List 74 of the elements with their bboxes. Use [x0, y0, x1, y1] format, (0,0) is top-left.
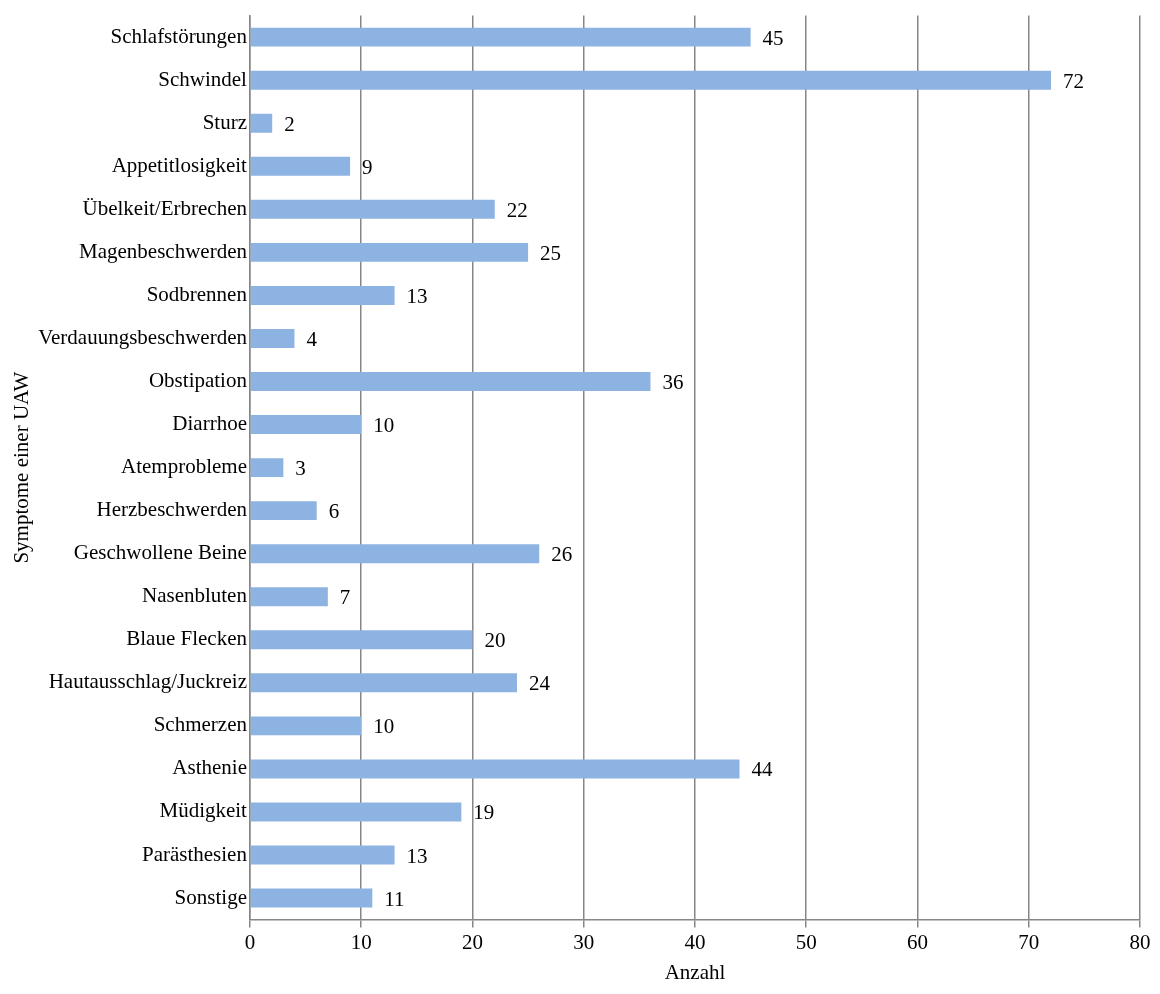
bar	[250, 156, 351, 176]
bar	[250, 415, 362, 435]
y-tick-label: Geschwollene Beine	[73, 540, 247, 565]
y-axis-title: Symptome einer UAW	[9, 371, 34, 564]
bar	[250, 372, 651, 391]
y-tick-label: Hautausschlag/Juckreiz	[48, 669, 247, 694]
x-tick-label: 50	[795, 929, 817, 954]
y-tick-label: Sonstige	[174, 884, 247, 909]
bar	[250, 716, 362, 736]
data-label: 22	[506, 197, 528, 222]
y-tick-label: Diarrhoe	[172, 411, 247, 436]
y-tick-label: Übelkeit/Erbrechen	[82, 195, 248, 220]
y-tick-label: Parästhesien	[141, 841, 248, 866]
y-tick-label: Obstipation	[148, 368, 248, 393]
data-label: 10	[373, 714, 395, 739]
bar	[250, 113, 273, 133]
bar	[250, 501, 317, 521]
data-label: 25	[540, 240, 562, 265]
data-label: 36	[662, 370, 684, 395]
data-label: 7	[339, 585, 351, 610]
data-label: 2	[284, 111, 295, 136]
x-tick-label: 10	[350, 929, 372, 954]
y-tick-label: Asthenie	[172, 755, 247, 780]
y-tick-label: Blaue Flecken	[126, 626, 248, 651]
data-label: 3	[295, 456, 306, 481]
y-tick-label: Herzbeschwerden	[96, 497, 248, 522]
bar	[250, 27, 751, 47]
x-tick-label: 20	[461, 929, 483, 954]
data-label: 24	[528, 671, 551, 696]
bar	[250, 630, 473, 650]
bar	[250, 802, 462, 822]
bar	[250, 544, 540, 564]
data-label: 13	[406, 283, 428, 308]
x-tick-label: 40	[684, 929, 706, 954]
y-tick-label: Nasenbluten	[141, 583, 248, 608]
y-tick-label: Atemprobleme	[120, 454, 247, 479]
bar	[250, 328, 295, 348]
bar	[250, 845, 395, 865]
x-tick-label: 80	[1129, 929, 1151, 954]
data-label: 10	[373, 413, 395, 438]
data-label: 20	[484, 628, 506, 653]
bar	[250, 199, 495, 219]
data-label: 45	[762, 25, 784, 50]
bar	[250, 759, 740, 779]
x-tick-label: 0	[244, 929, 256, 954]
y-tick-label: Sturz	[202, 109, 247, 134]
data-label: 11	[384, 886, 405, 911]
x-tick-label: 70	[1018, 929, 1040, 954]
data-label: 9	[362, 154, 373, 179]
x-tick-label: 30	[573, 929, 595, 954]
data-label: 6	[328, 499, 340, 524]
data-label: 72	[1063, 68, 1084, 93]
bar	[250, 673, 517, 693]
y-tick-label: Schlafstörungen	[110, 23, 248, 48]
bar	[250, 285, 395, 305]
bar	[250, 587, 328, 607]
bar	[250, 888, 373, 908]
data-label: 44	[751, 757, 773, 782]
y-tick-label: Magenbeschwerden	[79, 238, 248, 263]
bar	[250, 242, 529, 262]
bar	[250, 70, 1051, 90]
y-tick-label: Schwindel	[158, 66, 248, 91]
y-tick-label: Appetitlosigkeit	[111, 152, 248, 177]
x-tick-label: 60	[906, 929, 928, 954]
data-label: 19	[473, 800, 495, 825]
y-tick-label: Schmerzen	[153, 712, 248, 737]
y-tick-label: Verdauungsbeschwerden	[38, 324, 248, 349]
data-label: 4	[306, 326, 318, 351]
y-tick-label: Müdigkeit	[159, 798, 248, 823]
x-axis-title: Anzahl	[664, 959, 726, 984]
data-label: 26	[551, 542, 573, 567]
bar	[250, 458, 284, 478]
y-tick-label: Sodbrennen	[146, 281, 248, 306]
data-label: 13	[406, 843, 428, 868]
